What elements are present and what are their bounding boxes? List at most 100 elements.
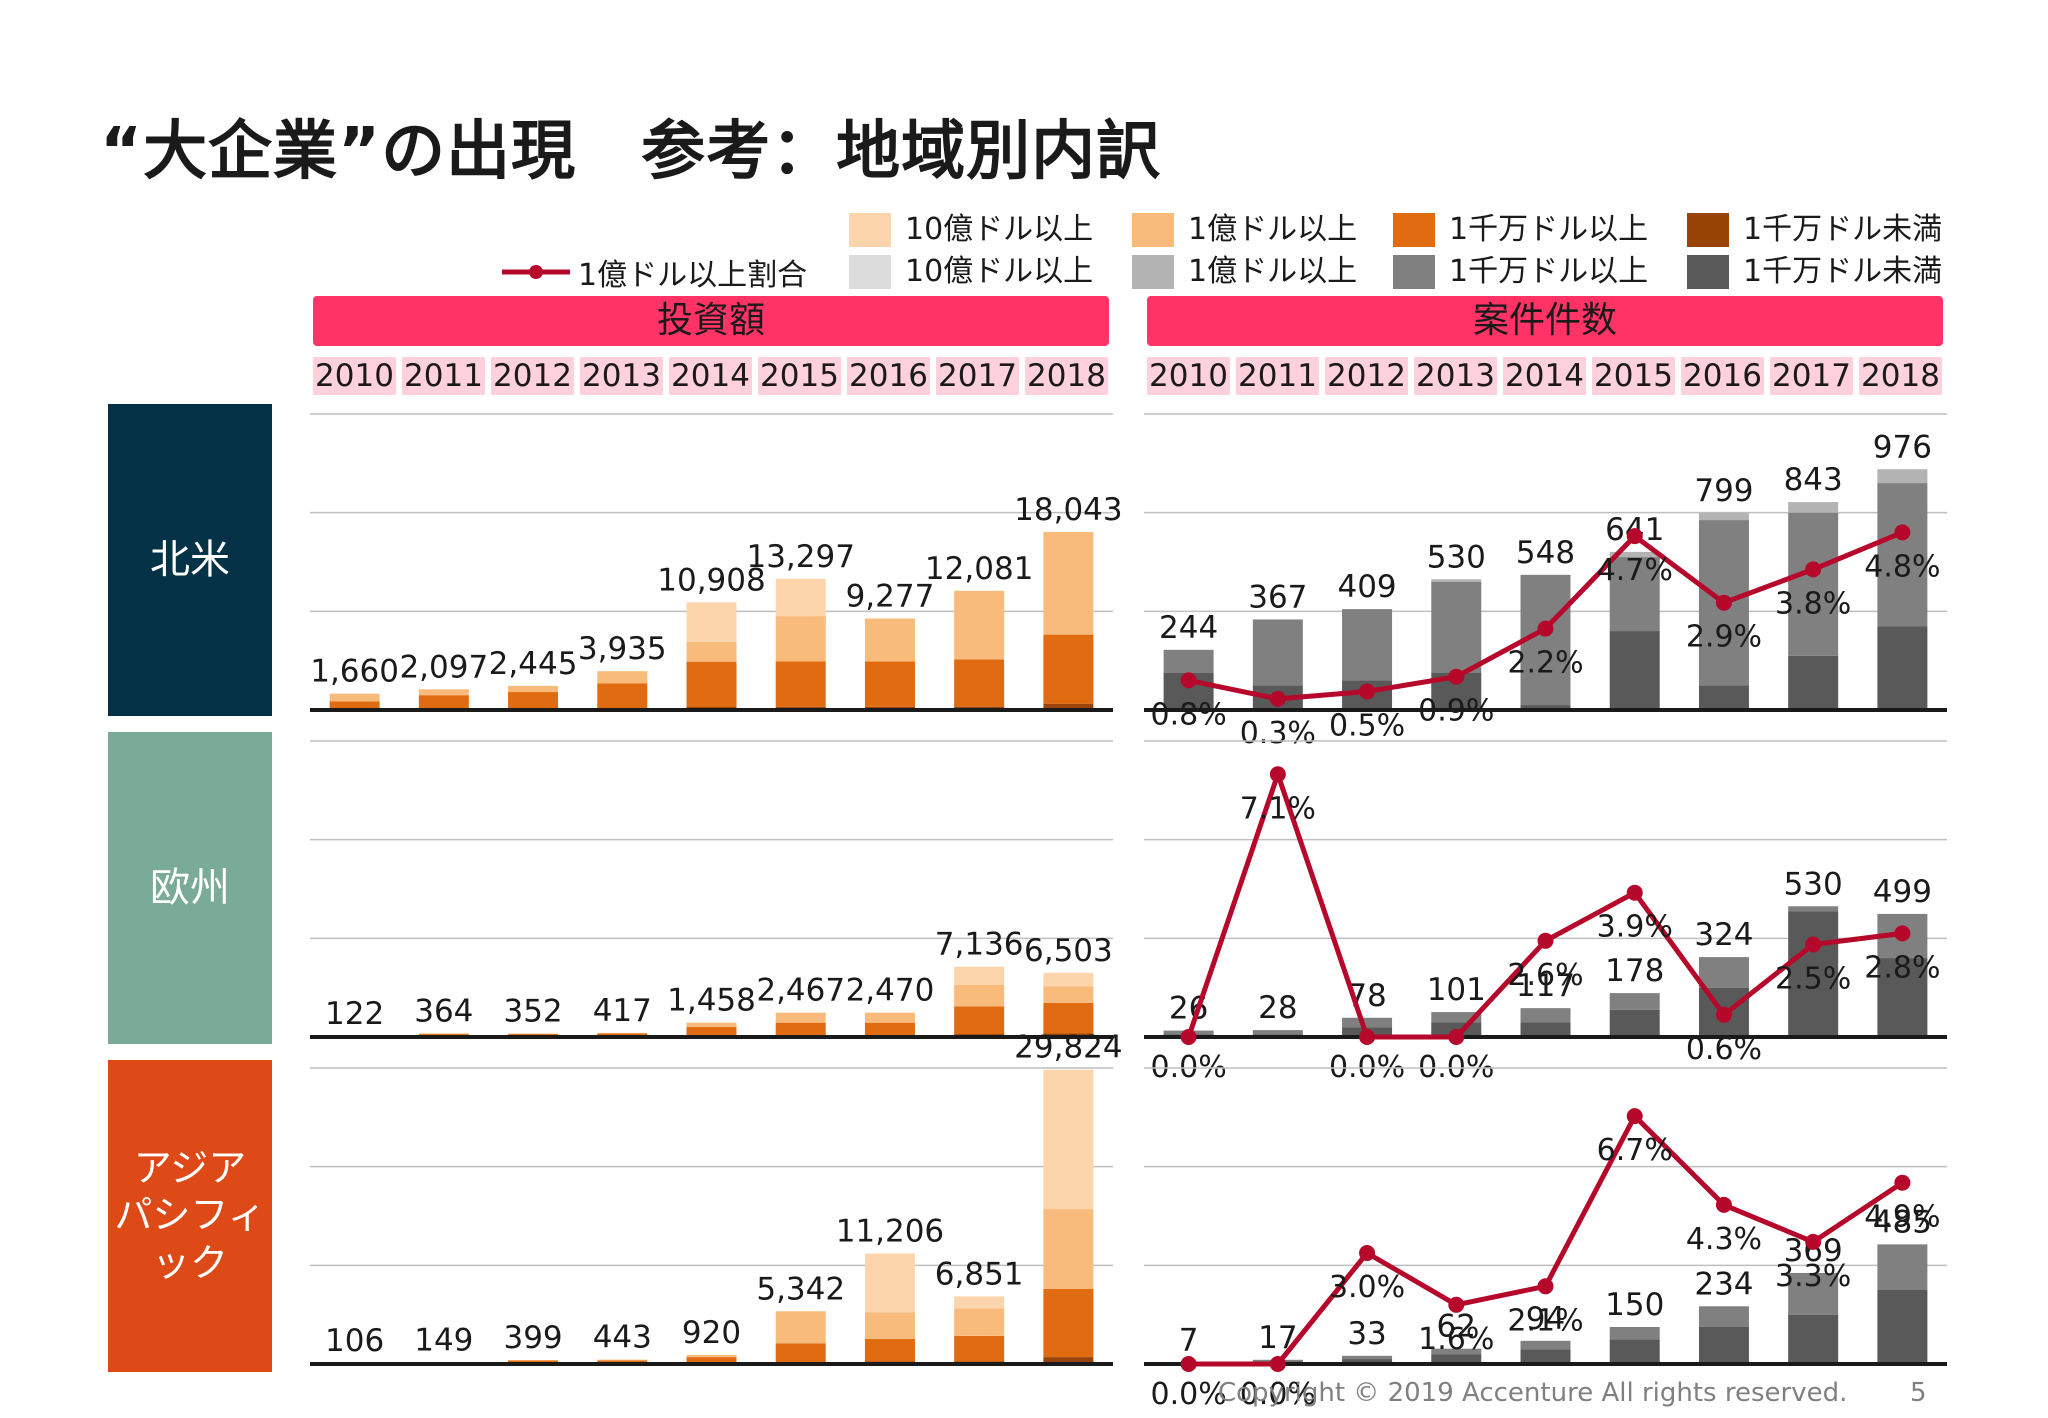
year-cell-2011: 2011 xyxy=(402,357,485,395)
bar-segment xyxy=(1698,1327,1749,1364)
year-cell-2016: 2016 xyxy=(1681,357,1764,395)
bar-segment xyxy=(418,695,469,710)
bar-segment xyxy=(775,616,826,662)
bar-segment xyxy=(1609,1339,1660,1364)
ratio-label: 3.0% xyxy=(1329,1270,1405,1305)
ratio-point xyxy=(1180,672,1197,689)
ratio-point xyxy=(1269,690,1286,707)
bar-total-label: 6,503 xyxy=(1024,933,1113,969)
bar-segment xyxy=(864,1253,915,1313)
bar-segment xyxy=(1520,1022,1571,1037)
bar-total-label: 485 xyxy=(1873,1204,1932,1240)
bar-total-label: 11,206 xyxy=(836,1213,944,1249)
legend-item-orange-1oku: 1億ドル以上 xyxy=(1132,211,1357,249)
ratio-label: 3.3% xyxy=(1775,1259,1851,1294)
bar-segment xyxy=(1163,649,1214,673)
bar-segment xyxy=(418,689,469,696)
bar-segment xyxy=(597,671,648,684)
legend-swatch xyxy=(1393,255,1435,289)
bar-segment xyxy=(775,661,826,707)
year-cell-2013: 2013 xyxy=(580,357,663,395)
year-cell-2015: 2015 xyxy=(758,357,841,395)
bar-segment xyxy=(1788,1272,1839,1315)
bar-total-label: 7 xyxy=(1179,1322,1199,1358)
legend-label: 1億ドル以上 xyxy=(1188,254,1358,289)
bar-segment xyxy=(1698,957,1749,988)
legend-swatch xyxy=(849,213,891,247)
ratio-point xyxy=(1269,1356,1286,1372)
legend-swatch xyxy=(1687,255,1729,289)
bar-segment xyxy=(864,1338,915,1362)
bar-total-label: 122 xyxy=(325,996,384,1032)
region-label: 欧州 xyxy=(150,865,230,911)
ratio-label: 1.6% xyxy=(1418,1322,1494,1357)
legend-label: 1千万ドル以上 xyxy=(1449,212,1649,247)
bar-total-label: 364 xyxy=(414,993,473,1029)
year-cell-2011: 2011 xyxy=(1236,357,1319,395)
ratio-point xyxy=(1269,766,1286,783)
legend-line-marker xyxy=(502,265,570,279)
bar-segment xyxy=(1431,581,1482,673)
ratio-label: 7.1% xyxy=(1240,791,1316,826)
bar-total-label: 178 xyxy=(1605,953,1664,989)
ratio-label: 2.9% xyxy=(1686,620,1762,655)
bar-total-label: 244 xyxy=(1159,610,1218,646)
bar-segment xyxy=(1043,1209,1094,1290)
bar-segment xyxy=(597,1359,648,1361)
legend-swatch xyxy=(1687,213,1729,247)
bar-segment xyxy=(686,602,737,642)
bar-segment xyxy=(864,1022,915,1036)
bar-segment xyxy=(1698,1306,1749,1327)
bar-segment xyxy=(1431,1348,1482,1355)
year-cell-2014: 2014 xyxy=(669,357,752,395)
bar-total-label: 28 xyxy=(1258,990,1297,1026)
bar-segment xyxy=(329,693,380,702)
legend-label: 1千万ドル未満 xyxy=(1743,212,1943,247)
page-title: “大企業”の出現 参考：地域別内訳 xyxy=(100,115,1162,189)
bar-segment xyxy=(1520,1008,1571,1023)
bar-segment xyxy=(1788,655,1839,710)
bar-segment xyxy=(508,1033,559,1035)
bar-segment xyxy=(1431,1012,1482,1023)
bar-total-label: 3,935 xyxy=(578,631,667,667)
bar-total-label: 12,081 xyxy=(925,551,1033,587)
ratio-point xyxy=(1715,594,1732,611)
ratio-point xyxy=(1537,932,1554,949)
bar-segment xyxy=(1788,502,1839,513)
page-number: 5 xyxy=(1910,1378,1927,1408)
legend-item-orange-1senman: 1千万ドル以上 xyxy=(1393,211,1648,249)
ratio-point xyxy=(1448,668,1465,685)
bar-segment xyxy=(1698,685,1749,710)
ratio-label: 4.8% xyxy=(1864,549,1940,584)
ratio-label: 2.6% xyxy=(1507,958,1583,993)
bar-segment xyxy=(954,1335,1005,1362)
ratio-point xyxy=(1805,561,1822,578)
bar-segment xyxy=(954,966,1005,985)
bar-total-label: 18,043 xyxy=(1014,492,1122,528)
legend-swatch xyxy=(1393,213,1435,247)
bar-segment xyxy=(686,641,737,662)
bar-total-label: 149 xyxy=(414,1323,473,1359)
ratio-point xyxy=(1359,683,1376,700)
region-label: 北米 xyxy=(150,537,230,583)
year-cell-2014: 2014 xyxy=(1503,357,1586,395)
bar-total-label: 1,458 xyxy=(667,983,756,1019)
ratio-label: 4.9% xyxy=(1864,1200,1940,1235)
ratio-point xyxy=(1894,925,1911,942)
bar-segment xyxy=(775,1012,826,1023)
bar-total-label: 6,851 xyxy=(935,1256,1024,1292)
legend-label: 1億ドル以上 xyxy=(1188,212,1358,247)
bar-segment xyxy=(1609,1009,1660,1037)
ratio-label: 2.8% xyxy=(1864,950,1940,985)
bar-total-label: 10,908 xyxy=(657,562,765,598)
year-cell-2012: 2012 xyxy=(1325,357,1408,395)
bar-total-label: 799 xyxy=(1694,473,1753,509)
bar-segment xyxy=(1609,631,1660,710)
ratio-point xyxy=(1626,528,1643,545)
ratio-label: 0.9% xyxy=(1418,694,1494,729)
ratio-label: 4.3% xyxy=(1686,1222,1762,1257)
bar-segment xyxy=(1788,1314,1839,1364)
bar-segment xyxy=(1043,986,1094,1003)
bar-segment xyxy=(1342,1359,1393,1364)
bar-total-label: 2,467 xyxy=(756,973,845,1009)
